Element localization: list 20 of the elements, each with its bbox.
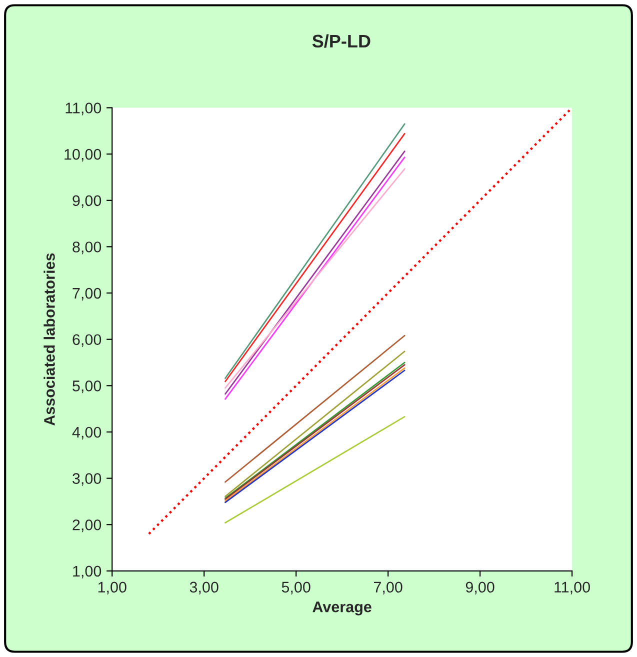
- x-tick-label: 5,00: [282, 582, 310, 594]
- y-tick-label: 1,00: [73, 566, 102, 578]
- x-axis-title: Average: [312, 602, 372, 616]
- y-tick-label: 11,00: [66, 102, 102, 116]
- x-tick-label: 1,00: [98, 582, 126, 594]
- x-tick-label: 9,00: [466, 582, 494, 594]
- y-axis-title: Associated laboratories: [44, 253, 55, 426]
- y-tick-label: 4,00: [72, 426, 102, 440]
- chart-title: S/P-LD: [312, 34, 370, 48]
- y-tick-label: 9,00: [72, 195, 102, 208]
- y-tick-label: 7,00: [72, 288, 102, 301]
- y-tick-label: 8,00: [72, 242, 102, 254]
- y-tick-label: 10,00: [64, 148, 102, 162]
- x-tick-label: 3,00: [190, 582, 218, 594]
- y-tick-label: 3,00: [72, 473, 102, 486]
- y-tick-label: 5,00: [72, 380, 102, 394]
- y-tick-label: 2,00: [72, 519, 102, 532]
- y-tick-label: 6,00: [72, 334, 102, 347]
- x-tick-label: 11,00: [554, 582, 590, 594]
- x-tick-label: 7,00: [374, 582, 402, 594]
